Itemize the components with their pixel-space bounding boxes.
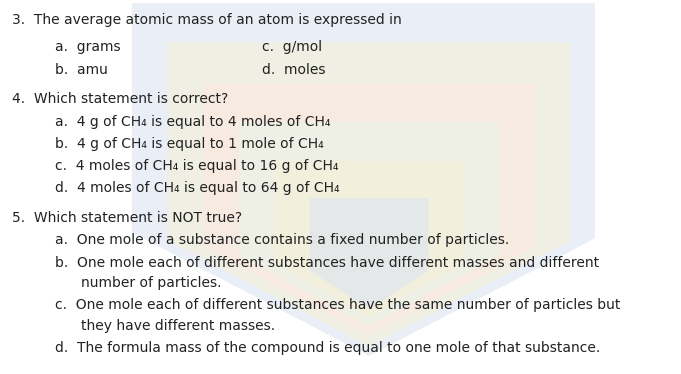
Polygon shape — [168, 42, 571, 347]
Text: b.  One mole each of different substances have different masses and different: b. One mole each of different substances… — [54, 256, 599, 270]
Text: b.  4 g of CH₄ is equal to 1 mole of CH₄: b. 4 g of CH₄ is equal to 1 mole of CH₄ — [54, 137, 323, 151]
Text: c.  One mole each of different substances have the same number of particles but: c. One mole each of different substances… — [54, 298, 620, 312]
Text: 3.  The average atomic mass of an atom is expressed in: 3. The average atomic mass of an atom is… — [12, 12, 402, 27]
Text: a.  4 g of CH₄ is equal to 4 moles of CH₄: a. 4 g of CH₄ is equal to 4 moles of CH₄ — [54, 114, 330, 129]
Text: b.  amu: b. amu — [54, 62, 108, 77]
Polygon shape — [274, 161, 464, 317]
Text: d.  The formula mass of the compound is equal to one mole of that substance.: d. The formula mass of the compound is e… — [54, 341, 600, 355]
Text: number of particles.: number of particles. — [82, 276, 222, 290]
Text: c.  g/mol: c. g/mol — [262, 40, 323, 54]
Polygon shape — [203, 83, 535, 335]
Text: d.  moles: d. moles — [262, 62, 326, 77]
Text: they have different masses.: they have different masses. — [82, 319, 276, 333]
Polygon shape — [132, 3, 606, 356]
Text: a.  One mole of a substance contains a fixed number of particles.: a. One mole of a substance contains a fi… — [54, 233, 509, 248]
Text: 5.  Which statement is NOT true?: 5. Which statement is NOT true? — [12, 211, 242, 225]
Polygon shape — [238, 122, 500, 326]
Text: 4.  Which statement is correct?: 4. Which statement is correct? — [12, 92, 228, 106]
Polygon shape — [310, 198, 428, 310]
Text: c.  4 moles of CH₄ is equal to 16 g of CH₄: c. 4 moles of CH₄ is equal to 16 g of CH… — [54, 159, 338, 173]
Text: d.  4 moles of CH₄ is equal to 64 g of CH₄: d. 4 moles of CH₄ is equal to 64 g of CH… — [54, 181, 339, 196]
Text: a.  grams: a. grams — [54, 40, 121, 54]
